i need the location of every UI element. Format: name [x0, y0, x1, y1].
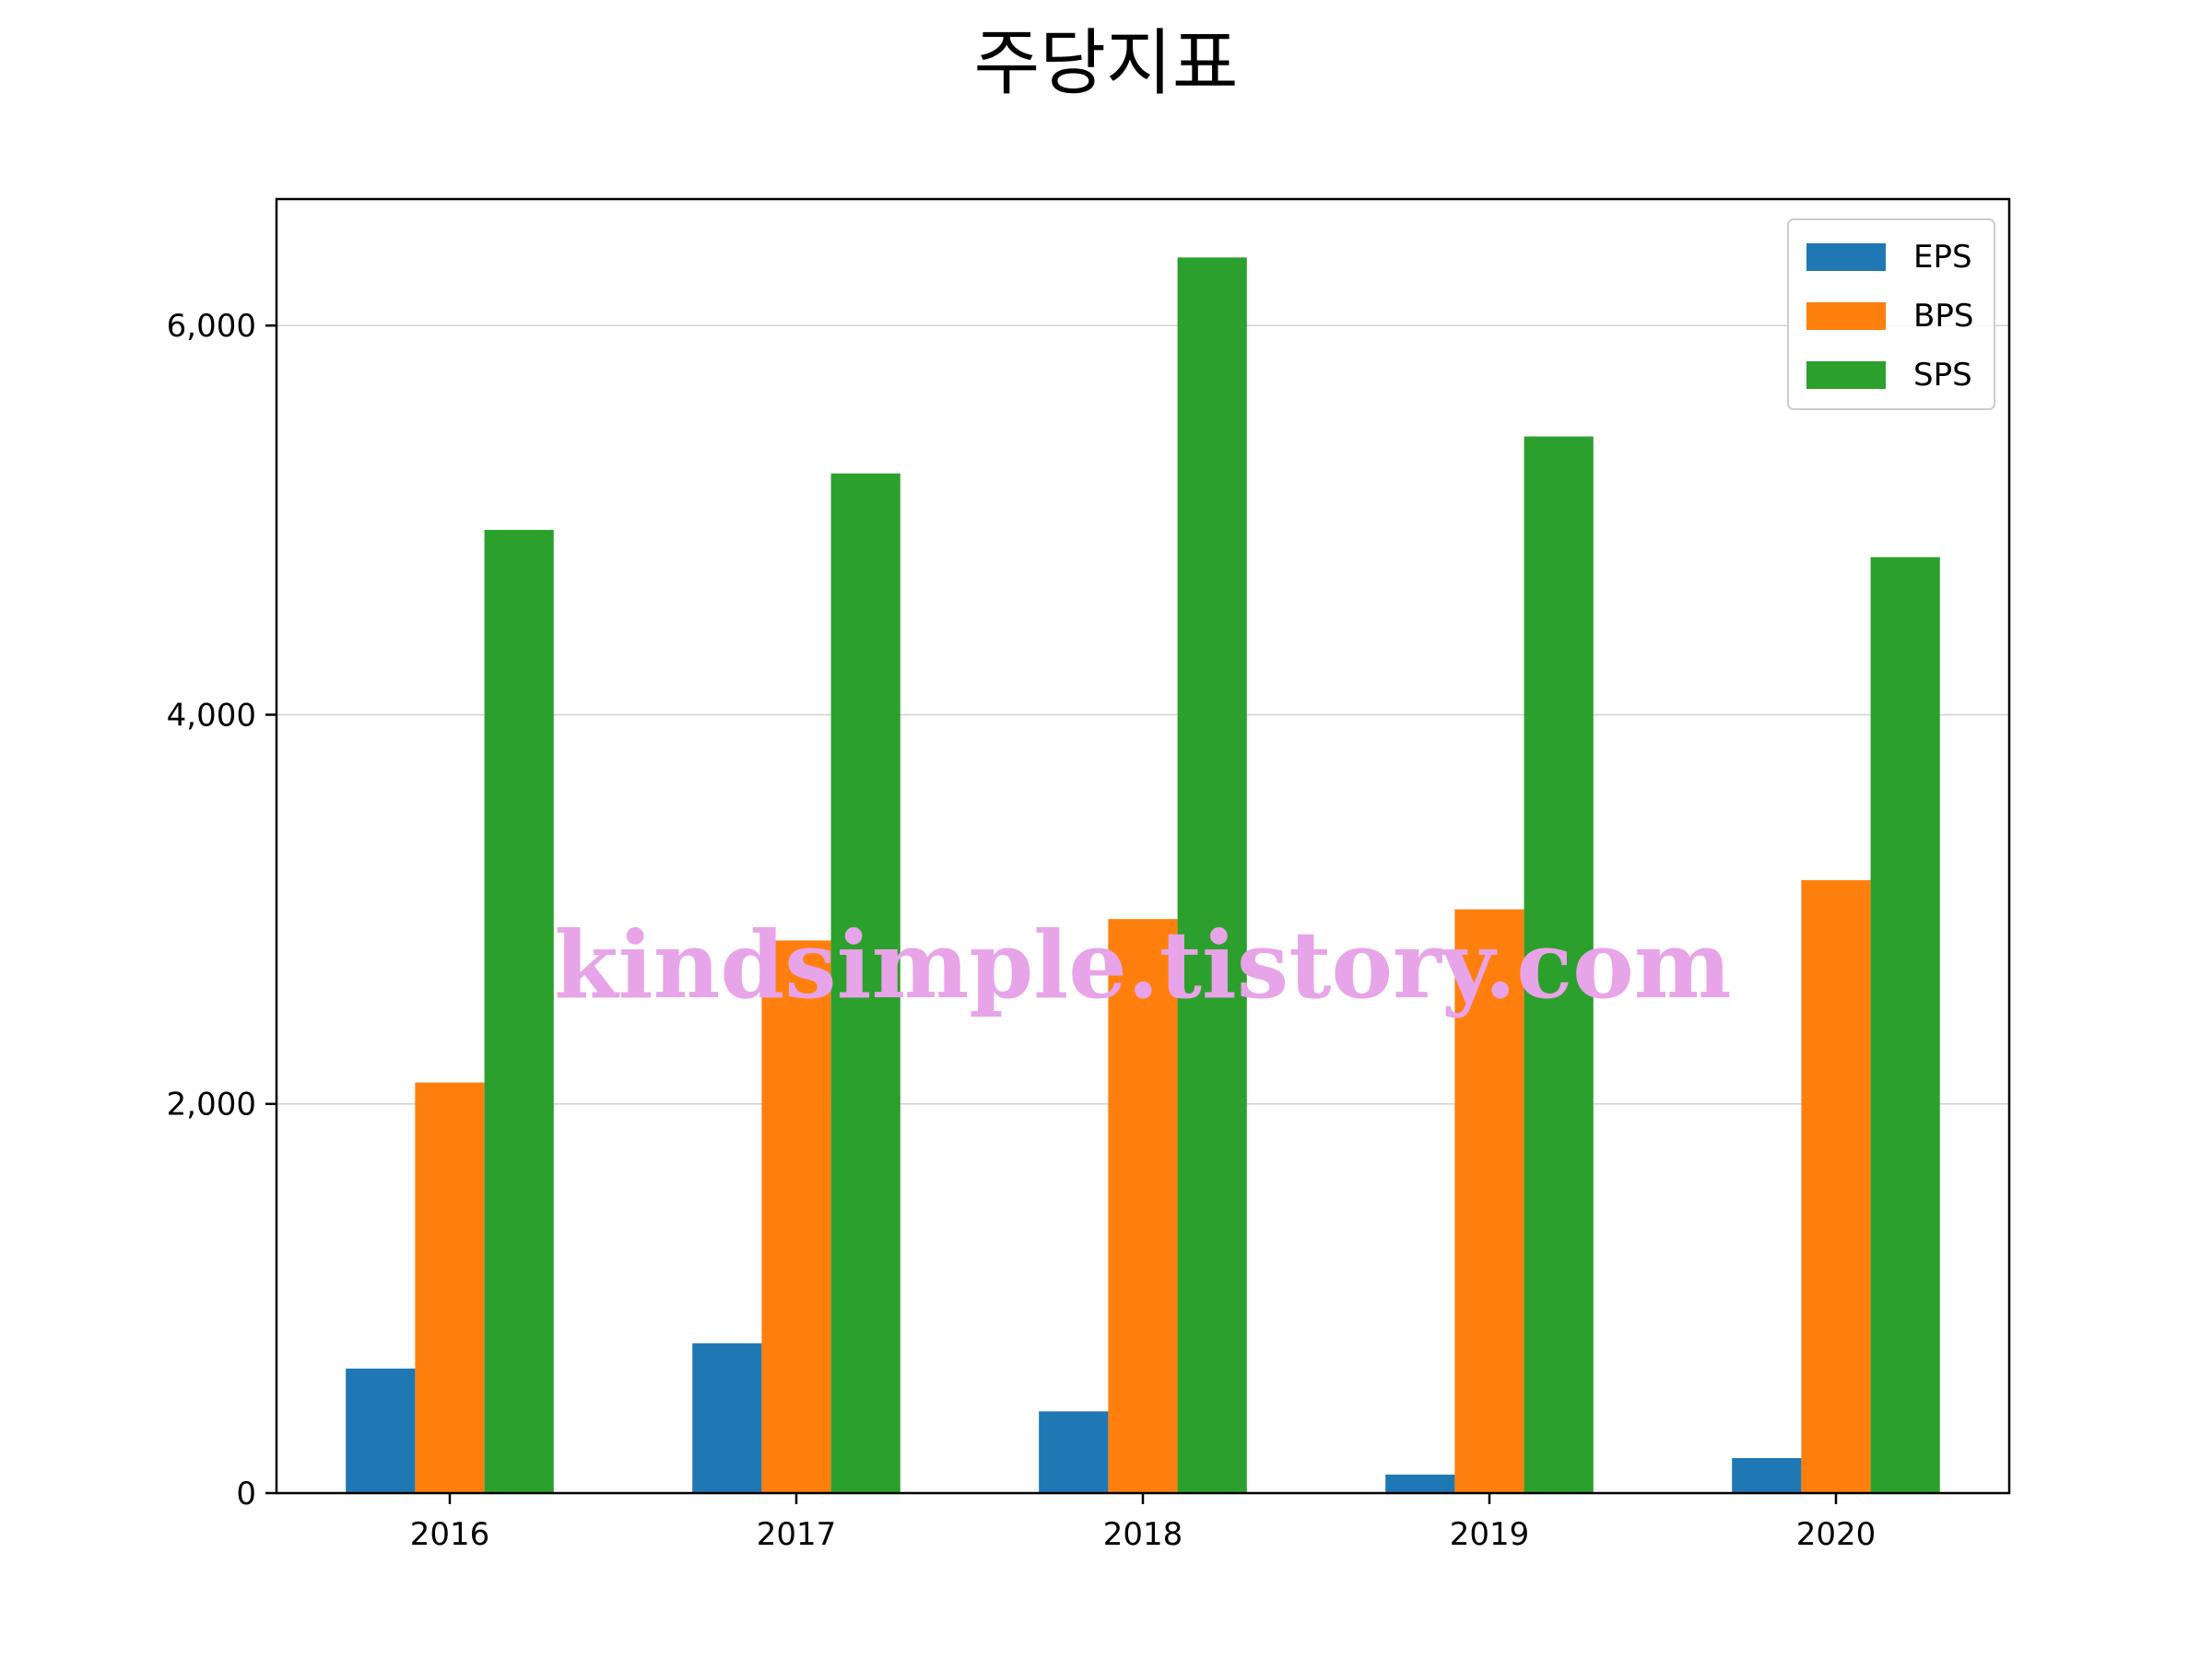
bar-eps-2018	[1039, 1411, 1109, 1493]
bar-eps-2019	[1385, 1474, 1455, 1493]
y-tick-label-3: 6,000	[167, 308, 256, 345]
x-tick-label-2016: 2016	[410, 1516, 490, 1553]
x-tick-label-2018: 2018	[1103, 1516, 1183, 1553]
x-axis: 2016 2017 2018 2019 2020	[410, 1493, 1877, 1553]
watermark-text: kindsimple.tistory.com	[554, 911, 1731, 1019]
legend-label-eps: EPS	[1913, 239, 1972, 276]
x-tick-label-2020: 2020	[1796, 1516, 1877, 1553]
bar-sps-2017	[830, 473, 900, 1494]
y-tick-label-0: 0	[236, 1476, 256, 1512]
x-tick-label-2017: 2017	[757, 1516, 837, 1553]
bar-eps-2017	[692, 1343, 762, 1493]
y-tick-label-2: 4,000	[167, 697, 256, 734]
bar-eps-2016	[346, 1368, 416, 1493]
bar-bps-2019	[1454, 909, 1524, 1493]
bar-sps-2016	[484, 529, 554, 1494]
bar-sps-2018	[1177, 257, 1247, 1493]
bar-bps-2017	[761, 940, 831, 1493]
bars	[346, 257, 1940, 1494]
y-tick-label-1: 2,000	[167, 1087, 256, 1124]
legend-swatch-eps	[1806, 243, 1886, 271]
y-axis: 0 2,000 4,000 6,000	[167, 308, 276, 1512]
legend-label-sps: SPS	[1913, 357, 1972, 394]
bar-sps-2020	[1870, 557, 1940, 1493]
legend-swatch-bps	[1806, 302, 1886, 330]
chart-title: 주당지표	[973, 22, 1238, 105]
bar-bps-2018	[1108, 919, 1178, 1493]
legend-label-bps: BPS	[1913, 298, 1973, 335]
legend: EPS BPS SPS	[1787, 218, 1995, 410]
bar-bps-2016	[415, 1082, 485, 1493]
x-tick-label-2019: 2019	[1450, 1516, 1530, 1553]
bar-bps-2020	[1801, 879, 1871, 1493]
legend-swatch-sps	[1806, 361, 1886, 389]
bar-eps-2020	[1732, 1457, 1802, 1493]
bar-sps-2019	[1524, 436, 1594, 1493]
